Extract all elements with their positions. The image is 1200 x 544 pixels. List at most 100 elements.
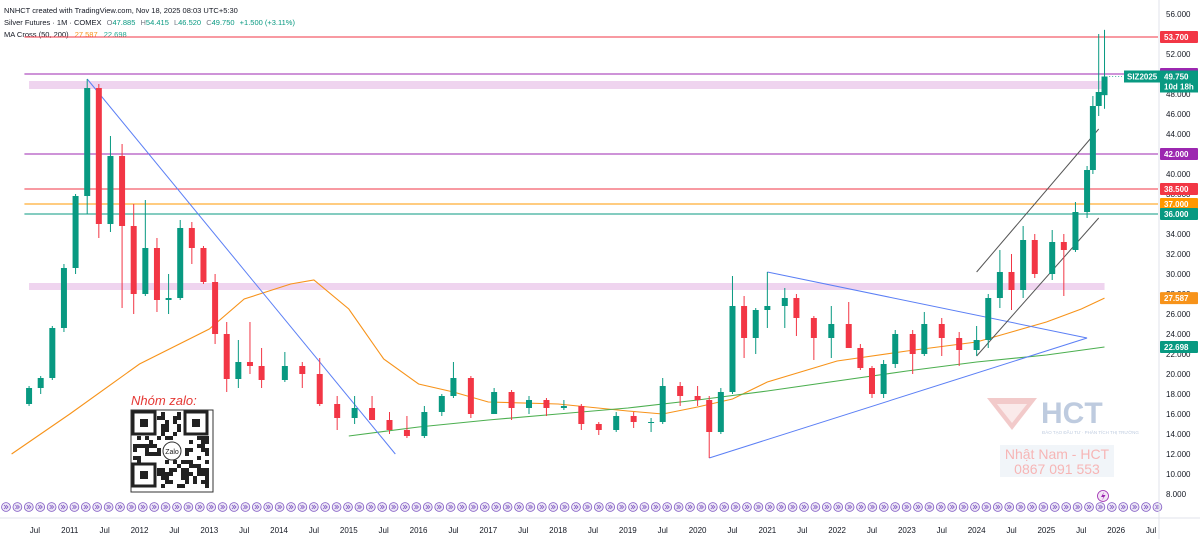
event-arrow-icon <box>528 504 533 510</box>
event-arrow-icon <box>847 504 853 510</box>
event-arrow-icon <box>949 504 955 510</box>
qr-cell <box>189 448 193 452</box>
qr-cell <box>197 444 201 448</box>
event-marker <box>434 502 445 512</box>
event-arrow-icon <box>151 504 157 510</box>
qr-cell <box>165 472 169 476</box>
event-marker <box>696 502 707 512</box>
event-arrow-icon <box>37 504 43 510</box>
candle-body-15 <box>200 248 207 282</box>
event-marker <box>924 502 935 512</box>
indicator-line[interactable]: MA Cross (50, 200) 27.587 22.698 <box>4 30 127 39</box>
candle-body-38 <box>578 406 585 424</box>
candle-body-47 <box>717 392 724 432</box>
candle-body-74 <box>1084 170 1091 212</box>
event-marker <box>1084 502 1094 512</box>
candle-body-65 <box>973 340 980 350</box>
zalo-logo-icon <box>162 441 182 461</box>
event-arrow-icon <box>1006 504 1012 510</box>
candle-body-45 <box>694 396 701 400</box>
qr-cell <box>165 420 169 424</box>
y-tick-label: 12.000 <box>1166 450 1191 459</box>
event-marker <box>58 502 68 512</box>
qr-cell <box>161 428 165 432</box>
event-marker <box>571 502 581 512</box>
event-arrow-icon <box>1018 504 1024 510</box>
event-arrow-icon <box>414 504 419 510</box>
event-marker <box>593 502 604 512</box>
event-arrow-icon <box>630 504 636 510</box>
ma200-line <box>348 346 1105 437</box>
event-marker <box>628 502 638 512</box>
event-marker <box>217 502 228 512</box>
event-marker <box>115 502 125 512</box>
event-arrow-icon <box>345 504 351 510</box>
event-arrow-icon <box>208 504 214 510</box>
event-marker <box>753 502 764 512</box>
event-arrow-icon <box>573 504 579 510</box>
x-tick-label: Jul <box>658 526 668 535</box>
event-marker <box>263 502 274 512</box>
symbol-badge <box>1124 70 1160 83</box>
qr-cell <box>205 436 209 440</box>
event-arrow-icon <box>493 504 499 510</box>
event-marker <box>468 502 479 512</box>
event-arrow-icon <box>197 504 203 510</box>
x-tick-label: Jul <box>100 526 110 535</box>
event-marker <box>981 502 992 512</box>
candle-body-11 <box>153 248 160 300</box>
time-axis[interactable]: Jul 2011 Jul 2012 Jul 2013 Jul 2014 Jul 2015 Jul 20… <box>0 517 1200 535</box>
qr-cell <box>177 424 181 428</box>
candle-body-37 <box>560 406 567 408</box>
event-marker <box>46 502 57 512</box>
event-arrow-icon <box>379 504 385 510</box>
qr-cell <box>197 436 201 440</box>
qr-cell <box>205 484 209 488</box>
event-arrow-icon <box>687 504 693 510</box>
event-marker <box>138 502 148 512</box>
qr-cell <box>193 464 197 468</box>
qr-cell <box>141 444 145 448</box>
qr-cell <box>153 444 157 448</box>
event-arrow-icon <box>94 504 100 510</box>
qr-cell <box>181 472 185 476</box>
event-marker <box>343 502 353 512</box>
x-tick-label: Jul <box>448 526 458 535</box>
event-arrow-icon <box>243 504 248 510</box>
candle-body-52 <box>781 298 788 306</box>
candle-body-3 <box>60 268 67 328</box>
event-marker <box>126 502 137 512</box>
qr-cell <box>157 452 161 456</box>
event-arrow-icon <box>790 504 796 510</box>
x-tick-label: Jul <box>797 526 807 535</box>
qr-cell <box>205 460 209 464</box>
x-tick-label: 2015 <box>340 526 358 535</box>
candle-body-53 <box>793 298 800 318</box>
qr-finder-core-0 <box>140 419 148 427</box>
event-marker <box>1129 502 1140 512</box>
event-arrow-icon <box>710 504 716 510</box>
last-price-countdown: 10d 18h <box>1164 83 1194 92</box>
event-arrow-icon <box>140 504 146 510</box>
x-tick-label: 2020 <box>689 526 707 535</box>
event-marker <box>901 502 912 512</box>
event-arrow-icon <box>83 504 89 510</box>
event-arrow-icon <box>972 504 978 510</box>
events-strip[interactable] <box>1 502 1163 512</box>
candle-body-9 <box>130 226 137 294</box>
event-marker <box>525 502 536 512</box>
x-tick-label: 2023 <box>898 526 916 535</box>
candle-body-46 <box>706 400 713 432</box>
qr-finder-core-2 <box>140 471 148 479</box>
qr-finder-core-1 <box>192 419 200 427</box>
qr-cell <box>137 444 141 448</box>
ma-cross-label: MA Cross (50, 200) <box>4 30 69 39</box>
event-marker <box>365 502 376 512</box>
event-marker <box>229 502 239 512</box>
qr-cell <box>153 452 157 456</box>
horizontal-levels <box>24 36 1158 215</box>
event-arrow-icon <box>1098 504 1103 510</box>
candle-body-23 <box>316 374 323 404</box>
qr-cell <box>137 436 141 440</box>
